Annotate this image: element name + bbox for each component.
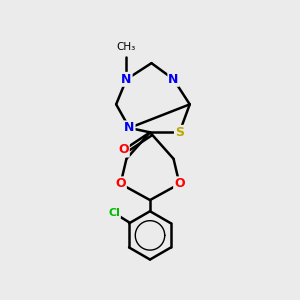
Text: S: S: [175, 126, 184, 139]
Text: N: N: [124, 122, 135, 134]
Text: N: N: [168, 73, 179, 86]
Text: CH₃: CH₃: [117, 42, 136, 52]
Text: Cl: Cl: [108, 208, 120, 218]
Text: N: N: [121, 73, 132, 86]
Text: O: O: [174, 177, 185, 190]
Text: O: O: [118, 143, 129, 157]
Text: O: O: [115, 177, 126, 190]
